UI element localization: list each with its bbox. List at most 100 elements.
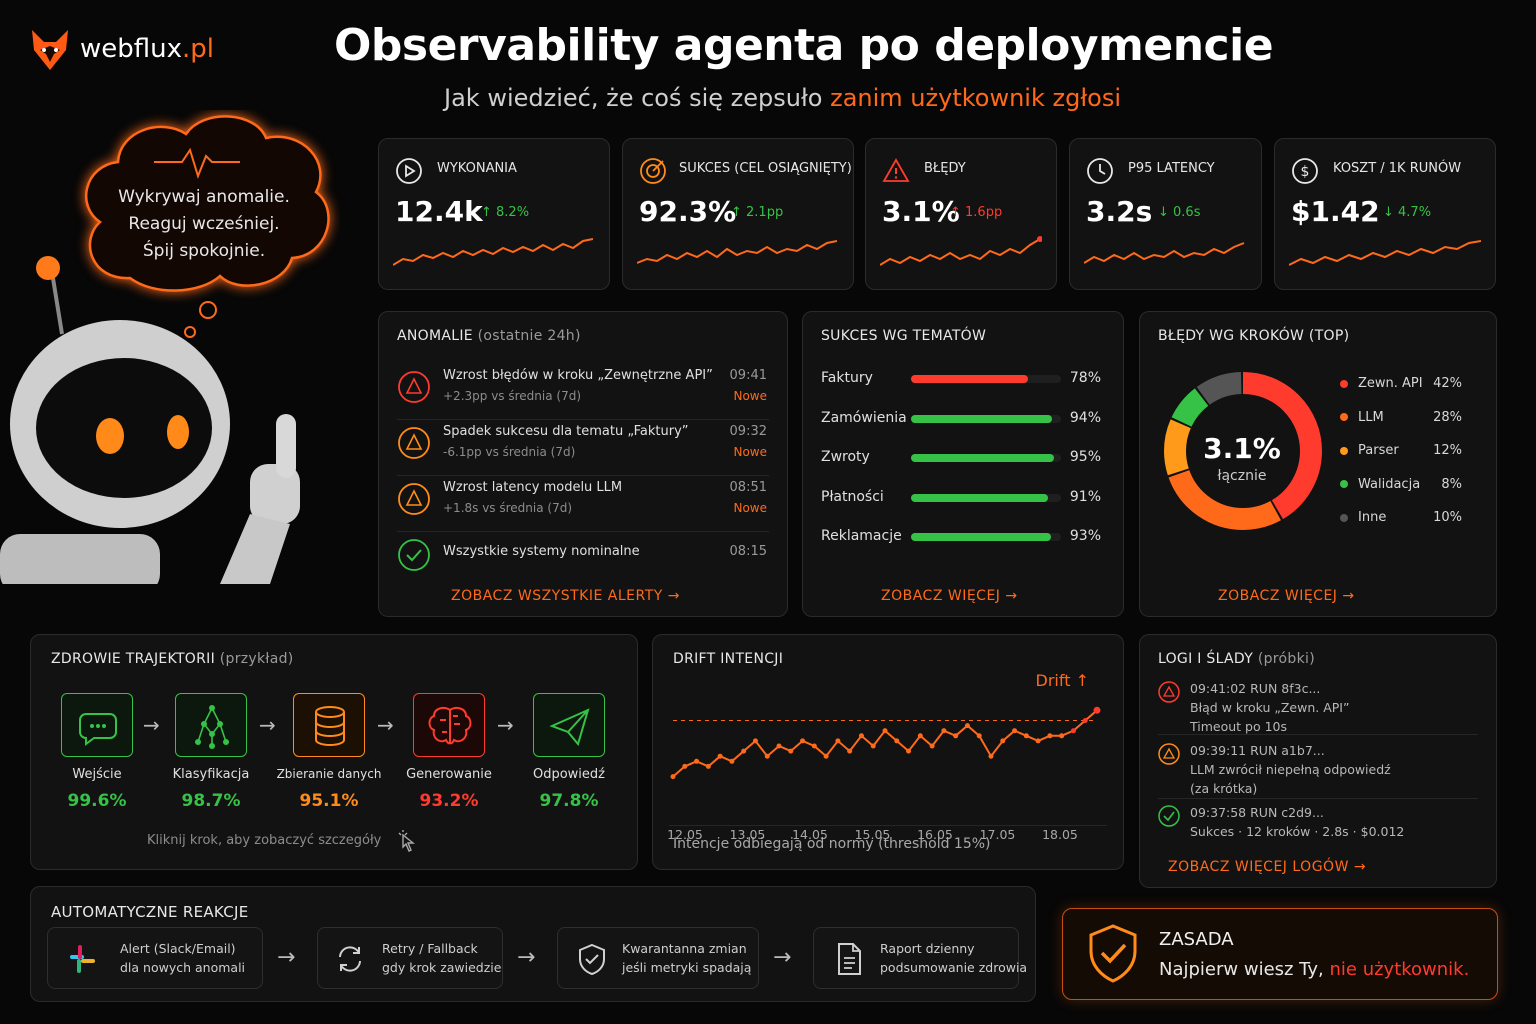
kpi-card-cost[interactable]: $ KOSZT / 1K RUNÓW $1.42 ↓ 4.7%	[1274, 138, 1496, 290]
reactions-card: AUTOMATYCZNE REAKCJE Alert (Slack/Email)…	[30, 886, 1036, 1002]
topic-name: Zamówienia	[821, 409, 907, 426]
topic-pct: 91%	[1069, 488, 1101, 505]
drift-point[interactable]	[1047, 733, 1053, 739]
drift-point[interactable]	[917, 733, 923, 739]
drift-point[interactable]	[1012, 728, 1018, 734]
reaction-retry[interactable]: Retry / Fallback gdy krok zawiedzie	[317, 927, 503, 989]
rule-card: ZASADA Najpierw wiesz Ty, nie użytkownik…	[1062, 908, 1498, 1000]
anomaly-item[interactable]: Wzrost błędów w kroku „Zewnętrzne API” +…	[397, 364, 769, 420]
thought-bubble	[84, 115, 330, 338]
x-tick-label: 14.05	[792, 827, 828, 842]
sparkline	[880, 236, 1042, 266]
card-title: ANOMALIE (ostatnie 24h)	[397, 328, 581, 344]
drift-point[interactable]	[1000, 738, 1006, 744]
drift-point[interactable]	[988, 753, 994, 759]
drift-point[interactable]	[894, 738, 900, 744]
sparkline	[1084, 242, 1245, 264]
page-title: Observability agenta po deploymencie	[334, 20, 1274, 71]
x-tick-label: 16.05	[917, 827, 953, 842]
legend-label: Walidacja	[1340, 477, 1420, 492]
step-data-gathering[interactable]	[293, 693, 365, 757]
flow-arrow: →	[497, 713, 514, 737]
reaction-quarantine[interactable]: Kwarantanna zmian jeśli metryki spadają	[557, 927, 759, 989]
kpi-delta: ↑ 1.6pp	[950, 205, 1003, 220]
step-input[interactable]	[61, 693, 133, 757]
drift-point[interactable]	[941, 728, 947, 734]
see-more-logs-link[interactable]: ZOBACZ WIĘCEJ LOGÓW →	[1168, 859, 1367, 875]
donut-slice-parser[interactable]	[1164, 372, 1322, 530]
legend-label: Zewn. API	[1340, 376, 1423, 391]
check-circle-icon	[398, 539, 430, 571]
legend-label: Inne	[1340, 510, 1386, 525]
legend-label: LLM	[1340, 410, 1384, 425]
topic-bar-fill	[911, 493, 1048, 502]
drift-point[interactable]	[1059, 733, 1065, 739]
dollar-icon: $	[1292, 158, 1318, 184]
drift-point[interactable]	[1023, 733, 1029, 739]
log-entry[interactable]: 09:39:11 RUN a1b7... LLM zwrócił niepełną…	[1158, 741, 1478, 799]
log-entry[interactable]: 09:37:58 RUN c2d9... Sukces · 12 kroków ·…	[1158, 803, 1478, 843]
drift-point[interactable]	[694, 758, 700, 764]
fox-logo-icon	[32, 30, 68, 70]
drift-point[interactable]	[870, 743, 876, 749]
topic-name: Faktury	[821, 370, 873, 386]
drift-point[interactable]	[788, 748, 794, 754]
drift-point[interactable]	[847, 748, 853, 754]
step-classification[interactable]	[175, 693, 247, 757]
step-generation[interactable]	[413, 693, 485, 757]
drift-point[interactable]	[717, 753, 723, 759]
errors-see-more-link[interactable]: ZOBACZ WIĘCEJ →	[1218, 588, 1355, 604]
drift-point[interactable]	[752, 738, 758, 744]
drift-point[interactable]	[1082, 718, 1088, 723]
drift-point[interactable]	[800, 738, 806, 744]
topic-name: Zwroty	[821, 449, 870, 465]
step-response[interactable]	[533, 693, 605, 757]
drift-point[interactable]	[953, 733, 959, 739]
rule-accent: nie użytkownik.	[1329, 959, 1470, 980]
see-all-alerts-link[interactable]: ZOBACZ WSZYSTKIE ALERTY →	[451, 588, 680, 604]
x-tick-label: 17.05	[980, 827, 1016, 842]
drift-point[interactable]	[858, 733, 864, 739]
kpi-card-errors[interactable]: BŁĘDY 3.1% ↑ 1.6pp	[865, 138, 1057, 290]
topics-see-more-link[interactable]: ZOBACZ WIĘCEJ →	[881, 588, 1018, 604]
drift-point[interactable]	[764, 753, 770, 759]
drift-point[interactable]	[823, 753, 829, 759]
drift-point[interactable]	[835, 738, 841, 744]
drift-point[interactable]	[705, 763, 711, 769]
topic-bar-fill	[911, 375, 1028, 383]
drift-point[interactable]	[1035, 738, 1041, 744]
donut-slice-zewn-api[interactable]	[1164, 372, 1322, 530]
drift-point[interactable]	[729, 758, 735, 764]
anomaly-item[interactable]: Wzrost latency modelu LLM +1.8s vs średn…	[397, 476, 769, 532]
drift-point[interactable]	[882, 728, 888, 734]
donut-slice-llm[interactable]	[1164, 372, 1322, 530]
reaction-report[interactable]: Raport dzienny podsumowanie zdrowia	[813, 927, 1027, 989]
drift-point[interactable]	[976, 733, 982, 739]
kpi-card-executions[interactable]: WYKONANIA 12.4k ↑ 8.2%	[378, 138, 610, 290]
card-title: LOGI I ŚLADY (próbki)	[1158, 651, 1315, 667]
log-entry[interactable]: 09:41:02 RUN 8f3c... Błąd w kroku „Zewn. …	[1158, 679, 1478, 735]
anomaly-item[interactable]: Spadek sukcesu dla tematu „Faktury” -6.1…	[397, 420, 769, 476]
anomaly-item[interactable]: Wszystkie systemy nominalne 08:15	[397, 532, 769, 588]
send-icon	[549, 708, 590, 747]
kpi-card-latency[interactable]: P95 LATENCY 3.2s ↓ 0.6s	[1069, 138, 1262, 290]
x-tick-label: 13.05	[730, 827, 766, 842]
kpi-value: 92.3%	[639, 195, 737, 228]
drift-point[interactable]	[682, 763, 688, 769]
kpi-value: $1.42	[1291, 195, 1380, 228]
drift-point[interactable]	[906, 748, 912, 754]
topic-bar	[911, 375, 1061, 383]
drift-point[interactable]	[670, 774, 676, 780]
drift-point[interactable]	[964, 723, 970, 729]
kpi-card-success[interactable]: SUKCES (CEL OSIĄGNIĘTY) 92.3% ↑ 2.1pp	[622, 138, 854, 290]
reaction-alert[interactable]: Alert (Slack/Email) dla nowych anomali	[47, 927, 263, 989]
drift-point[interactable]	[1070, 728, 1076, 734]
drift-point[interactable]	[929, 743, 935, 749]
drift-point[interactable]	[776, 743, 782, 749]
drift-point[interactable]	[1093, 706, 1101, 714]
drift-point[interactable]	[811, 743, 817, 749]
drift-point[interactable]	[741, 748, 747, 754]
kpi-label: WYKONANIA	[437, 161, 517, 176]
new-badge: Nowe	[733, 445, 767, 459]
flow-arrow: →	[143, 713, 160, 737]
